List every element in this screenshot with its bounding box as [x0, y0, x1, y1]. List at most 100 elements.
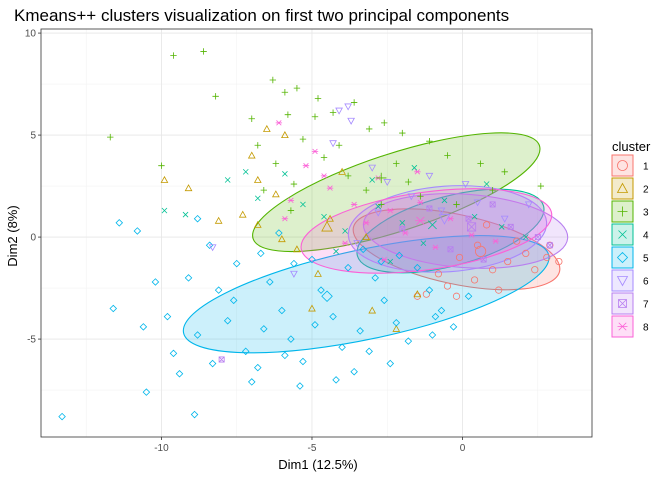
data-point	[395, 251, 404, 260]
data-point	[107, 133, 114, 141]
data-point	[470, 276, 479, 284]
data-point	[281, 131, 289, 139]
data-point	[399, 225, 406, 232]
data-point	[359, 245, 367, 254]
data-point	[170, 52, 177, 59]
data-point	[381, 256, 388, 263]
data-point	[269, 76, 277, 84]
data-point	[378, 201, 385, 208]
data-point	[422, 290, 430, 298]
cluster-points-6	[208, 103, 533, 278]
y-axis-title: Dim2 (8%)	[5, 205, 20, 266]
data-point	[428, 331, 437, 339]
data-point	[326, 214, 334, 222]
data-point	[275, 229, 283, 237]
data-point	[248, 115, 255, 122]
data-point	[489, 201, 496, 208]
legend-key-symbol	[616, 276, 629, 287]
data-point	[501, 168, 508, 175]
data-point	[247, 151, 256, 159]
data-point	[387, 207, 394, 214]
data-point	[254, 142, 261, 149]
x-tick-label: -10	[154, 443, 169, 454]
legend-label: 8	[643, 323, 649, 334]
data-point	[287, 335, 295, 343]
data-point	[341, 240, 349, 246]
legend-key-box	[611, 154, 634, 177]
data-point	[417, 193, 424, 200]
data-point	[317, 286, 325, 294]
data-point	[537, 182, 545, 190]
y-axis: -5 0 5 10	[25, 29, 41, 346]
data-point	[464, 292, 473, 301]
x-axis-title: Dim1 (12.5%)	[278, 457, 357, 472]
data-point	[489, 186, 496, 194]
cluster-centroid-6	[438, 214, 451, 225]
cluster-points-5	[58, 214, 473, 421]
data-point	[452, 292, 461, 300]
data-point	[480, 256, 487, 263]
legend-key-box	[611, 177, 634, 200]
data-point	[260, 325, 268, 333]
data-point	[338, 167, 346, 175]
data-point	[449, 323, 458, 331]
y-tick-label: -5	[27, 335, 36, 346]
cluster-points-1	[413, 221, 563, 300]
data-point	[483, 181, 490, 187]
data-point	[218, 356, 225, 363]
chart-title: Kmeans++ clusters visualization on first…	[14, 6, 509, 25]
plot-border	[40, 28, 593, 438]
data-point	[350, 367, 358, 376]
data-point	[404, 337, 413, 345]
data-point	[281, 351, 289, 360]
data-point	[299, 357, 307, 366]
data-point	[308, 304, 316, 312]
data-point	[495, 286, 503, 294]
data-point	[278, 306, 286, 315]
data-point	[329, 312, 337, 321]
data-point	[425, 286, 434, 294]
legend-key-box	[611, 246, 634, 269]
data-point	[260, 186, 268, 194]
legend-key-symbol	[616, 251, 629, 264]
data-point	[441, 197, 448, 204]
legend-key-box	[611, 269, 634, 292]
data-point	[471, 213, 478, 220]
data-point	[437, 207, 446, 215]
data-point	[161, 207, 168, 214]
data-point	[254, 195, 261, 202]
centroid-point	[438, 214, 451, 225]
data-point	[399, 219, 406, 226]
centroid-point	[321, 290, 333, 303]
data-point	[344, 103, 352, 111]
data-point	[344, 172, 352, 180]
data-point	[287, 197, 295, 204]
plot-area	[40, 28, 593, 438]
centroid-point	[415, 216, 426, 225]
data-point	[311, 113, 319, 120]
data-point	[417, 199, 424, 206]
data-point	[287, 207, 295, 214]
legend-key-symbol	[618, 299, 627, 308]
legend-key-symbol	[618, 230, 627, 239]
cluster-ellipses	[182, 132, 569, 354]
data-point	[342, 228, 348, 234]
data-point	[407, 193, 416, 201]
data-point	[461, 181, 470, 189]
centroid-point	[474, 245, 487, 257]
data-point	[426, 138, 433, 145]
data-point	[369, 177, 376, 183]
x-tick-label: -5	[308, 443, 317, 454]
data-point	[453, 201, 460, 208]
data-point	[247, 378, 256, 386]
data-point	[473, 241, 482, 249]
data-point	[163, 312, 172, 321]
data-point	[375, 203, 382, 210]
legend-label: 3	[643, 208, 649, 219]
data-point	[350, 201, 358, 208]
cluster-points-3	[107, 48, 545, 214]
data-point	[229, 296, 238, 305]
data-point	[522, 234, 529, 240]
data-point	[253, 220, 262, 228]
data-point	[299, 135, 307, 143]
